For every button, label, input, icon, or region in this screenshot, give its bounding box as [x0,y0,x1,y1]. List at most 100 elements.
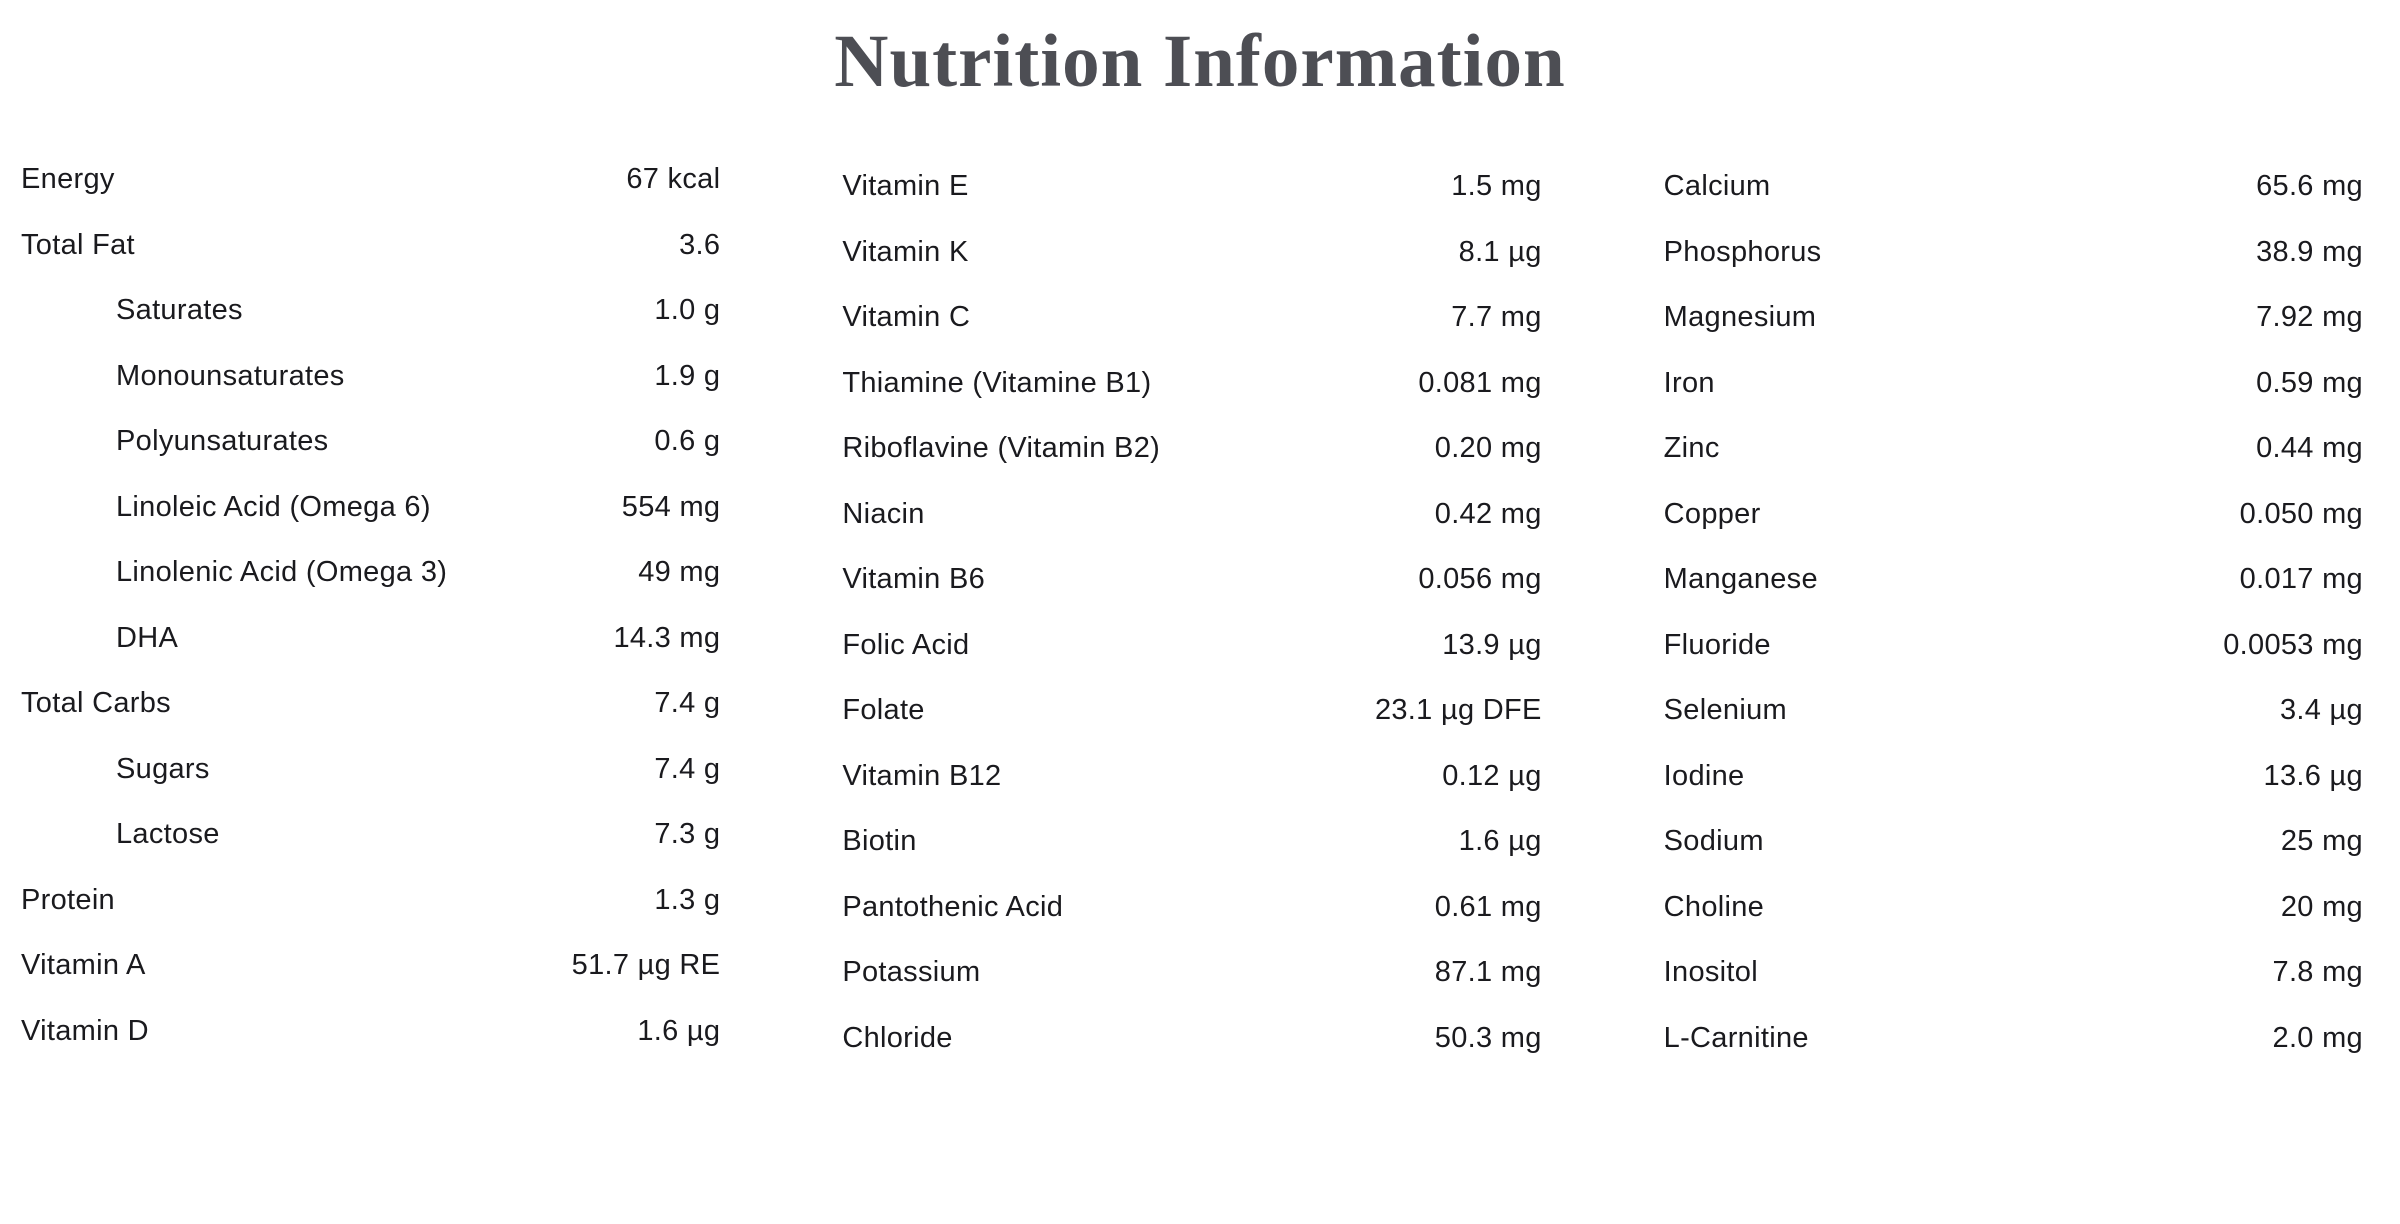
nutrient-value: 8.1 µg [1458,235,1542,268]
nutrient-value: 0.0053 mg [2223,628,2363,661]
nutrient-label: Saturates [116,294,243,326]
nutrient-value: 7.8 mg [2272,956,2363,988]
nutrient-label: Folic Acid [842,628,970,661]
nutrient-value: 49 mg [638,556,721,588]
nutrient-value: 0.42 mg [1434,497,1542,530]
nutrient-label: Calcium [1663,170,1771,202]
nutrient-row: Calcium 65.6 mg [1664,172,2363,201]
nutrient-row: Pantothenic Acid 0.61 mg [842,890,1541,923]
nutrition-grid: Energy 67 kcal Total Fat 3.6 Saturates 1… [0,165,2400,1089]
nutrient-value: 3.4 µg [2279,694,2363,726]
nutrient-value: 0.59 mg [2256,366,2363,399]
nutrient-label: Sugars [116,752,210,785]
nutrient-value: 38.9 mg [2256,235,2363,268]
nutrient-value: 13.6 µg [2263,759,2363,792]
nutrient-row: Total Fat 3.6 [21,228,721,261]
nutrient-row: Magnesium 7.92 mg [1664,303,2363,332]
nutrient-value: 13.9 µg [1442,628,1542,661]
nutrient-value: 1.9 g [654,359,721,392]
nutrient-label: L-Carnitine [1663,1021,1809,1054]
nutrient-row: Vitamin E 1.5 mg [842,172,1541,201]
nutrient-label: Vitamin C [842,301,971,333]
nutrient-row: Phosphorus 38.9 mg [1663,235,2363,268]
nutrient-value: 554 mg [621,490,721,523]
nutrient-row: DHA 14.3 mg [21,621,720,654]
nutrient-value: 1.5 mg [1451,170,1542,202]
nutrient-label: Chloride [842,1021,953,1054]
nutrient-label: Total Carbs [21,687,171,719]
nutrient-value: 51.7 µg RE [571,949,721,981]
nutrient-label: Linoleic Acid (Omega 6) [116,490,431,523]
nutrient-row: Linoleic Acid (Omega 6) 554 mg [21,490,721,523]
nutrient-label: Vitamin K [842,235,969,268]
nutrient-label: Vitamin E [842,170,969,202]
nutrient-label: Magnesium [1663,301,1817,333]
nutrient-value: 7.3 g [654,818,721,850]
nutrient-label: Selenium [1663,694,1787,726]
nutrient-row: Sodium 25 mg [1664,827,2363,856]
nutrient-value: 67 kcal [626,163,721,195]
nutrient-value: 0.20 mg [1434,432,1542,464]
nutrient-value: 1.6 µg [1458,825,1542,857]
nutrient-row: Monounsaturates 1.9 g [21,359,721,392]
nutrition-column-macros: Energy 67 kcal Total Fat 3.6 Saturates 1… [21,165,720,1089]
nutrient-label: Vitamin A [21,949,146,981]
nutrient-label: Potassium [842,956,981,988]
nutrient-value: 0.6 g [654,425,721,457]
nutrient-row: Linolenic Acid (Omega 3) 49 mg [21,558,720,587]
nutrient-label: Pantothenic Acid [842,890,1064,923]
nutrient-value: 20 mg [2280,890,2363,923]
nutrient-row: Iron 0.59 mg [1663,366,2363,399]
nutrient-row: Sugars 7.4 g [21,752,721,785]
nutrient-label: Choline [1663,890,1765,923]
nutrient-row: Polyunsaturates 0.6 g [21,427,720,456]
nutrient-row: Copper 0.050 mg [1663,497,2363,530]
nutrient-row: Riboflavine (Vitamin B2) 0.20 mg [842,434,1541,463]
nutrient-label: Energy [21,163,115,195]
nutrient-label: Niacin [842,497,925,530]
nutrient-value: 65.6 mg [2256,170,2363,202]
nutrient-value: 23.1 µg DFE [1374,694,1542,726]
nutrient-label: Vitamin B12 [842,759,1002,792]
nutrient-label: Protein [21,883,115,916]
nutrition-panel: Nutrition Information Energy 67 kcal Tot… [0,24,2400,1089]
nutrient-value: 3.6 [679,228,721,261]
nutrient-value: 87.1 mg [1434,956,1542,988]
nutrient-label: Iodine [1663,759,1745,792]
nutrient-label: Polyunsaturates [116,425,329,457]
nutrient-row: Manganese 0.017 mg [1664,565,2363,594]
nutrient-label: Vitamin D [21,1014,149,1047]
nutrient-row: Energy 67 kcal [21,165,720,194]
nutrient-label: Thiamine (Vitamine B1) [842,366,1152,399]
nutrient-row: Selenium 3.4 µg [1664,696,2363,725]
nutrient-value: 2.0 mg [2272,1021,2363,1054]
nutrition-column-minerals: Calcium 65.6 mg Phosphorus 38.9 mg Magne… [1664,172,2363,1089]
nutrient-row: Niacin 0.42 mg [842,497,1542,530]
nutrient-label: Phosphorus [1663,235,1822,268]
nutrient-row: Folic Acid 13.9 µg [842,628,1542,661]
nutrient-row: Thiamine (Vitamine B1) 0.081 mg [842,366,1541,399]
nutrient-value: 7.92 mg [2256,301,2363,333]
nutrient-row: Total Carbs 7.4 g [21,689,720,718]
nutrient-value: 7.4 g [654,752,721,785]
nutrient-row: Iodine 13.6 µg [1663,759,2363,792]
nutrient-row: Chloride 50.3 mg [842,1021,1542,1054]
nutrient-row: Potassium 87.1 mg [842,958,1541,987]
nutrient-row: Vitamin B12 0.12 µg [842,759,1542,792]
nutrient-row: Vitamin C 7.7 mg [842,303,1541,332]
nutrient-row: Vitamin A 51.7 µg RE [21,951,720,980]
nutrient-value: 50.3 mg [1434,1021,1542,1054]
nutrient-row: Zinc 0.44 mg [1664,434,2363,463]
nutrient-label: Copper [1663,497,1761,530]
nutrient-value: 0.12 µg [1442,759,1542,792]
nutrient-label: Lactose [116,818,220,850]
nutrient-row: Choline 20 mg [1663,890,2363,923]
nutrient-label: Iron [1663,366,1715,399]
nutrient-value: 25 mg [2280,825,2363,857]
nutrient-row: Fluoride 0.0053 mg [1664,628,2363,661]
nutrient-row: Inositol 7.8 mg [1664,958,2363,987]
nutrient-label: Linolenic Acid (Omega 3) [116,556,448,588]
nutrient-label: DHA [116,621,179,654]
nutrient-label: Manganese [1663,563,1818,595]
nutrient-row: Vitamin K 8.1 µg [842,235,1542,268]
